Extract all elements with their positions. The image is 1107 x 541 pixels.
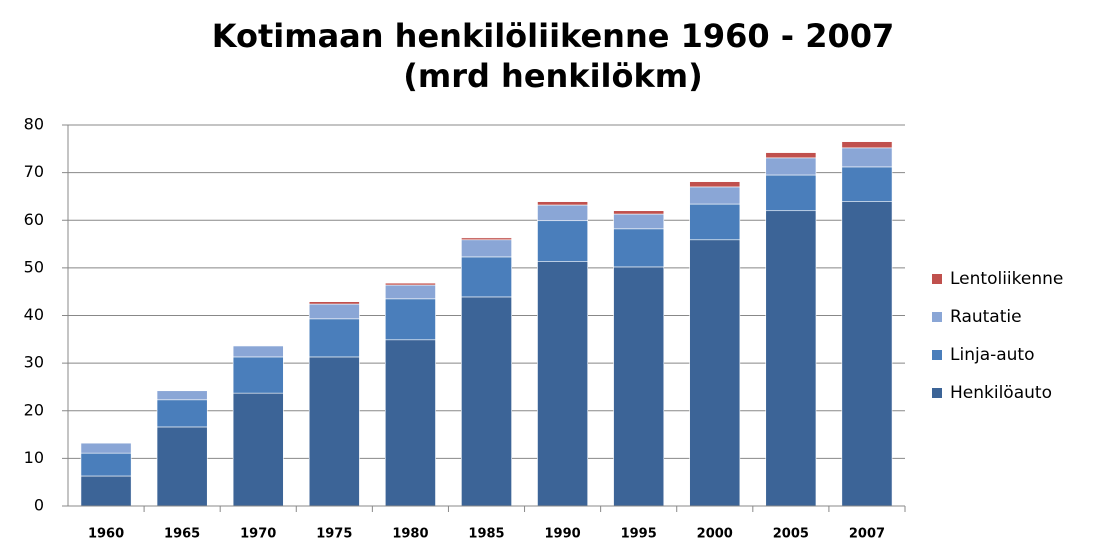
bar-segment: [308, 318, 360, 358]
bar-segment: [765, 174, 817, 212]
x-tick-label: 2007: [849, 527, 885, 541]
x-tick-label: 1970: [240, 527, 276, 541]
legend-swatch: [932, 350, 942, 360]
y-tick-label: 70: [24, 162, 44, 181]
bar-segment: [80, 452, 132, 477]
x-tick-label: 1995: [621, 527, 657, 541]
bar-segment: [689, 203, 741, 241]
y-tick-label: 80: [24, 115, 44, 134]
legend-swatch: [932, 388, 942, 398]
bar-segment: [156, 399, 208, 428]
x-tick-label: 1990: [544, 527, 580, 541]
legend-label: Henkilöauto: [950, 383, 1052, 403]
x-tick-label: 2000: [697, 527, 733, 541]
bar-segment: [461, 296, 512, 507]
bar-segment: [461, 256, 512, 298]
bar-segment: [232, 392, 284, 507]
bar-segment: [613, 266, 665, 507]
bar-segment: [765, 152, 817, 159]
x-tick-label: 1965: [164, 527, 200, 541]
legend-label: Rautatie: [950, 307, 1022, 327]
bar-segment: [308, 301, 360, 305]
bar-segment: [537, 220, 589, 262]
bar-segment: [689, 239, 741, 507]
bar-segment: [689, 181, 741, 188]
bar-segment: [537, 261, 589, 507]
x-tick-label: 1975: [316, 527, 352, 541]
bar-segment: [841, 147, 893, 168]
bar-segment: [232, 356, 284, 394]
bar-segment: [765, 157, 817, 176]
y-tick-label: 40: [24, 305, 44, 324]
bar-segment: [156, 426, 208, 507]
bar-segment: [461, 237, 512, 241]
legend-label: Linja-auto: [950, 345, 1035, 365]
bar-segment: [613, 213, 665, 230]
bar-segment: [841, 141, 893, 149]
bar-segment: [384, 339, 436, 507]
x-tick-label: 1980: [392, 527, 428, 541]
bar-segment: [308, 303, 360, 320]
bar-segment: [841, 166, 893, 202]
bar-segment: [537, 201, 589, 206]
bar-segment: [537, 204, 589, 222]
bar-segment: [461, 239, 512, 258]
bar-segment: [765, 210, 817, 507]
bar-segment: [384, 284, 436, 300]
bar-segment: [384, 298, 436, 341]
bar-segment: [689, 186, 741, 205]
bar-segment: [841, 201, 893, 507]
x-tick-label: 1960: [88, 527, 124, 541]
bar-segment: [232, 345, 284, 358]
legend-swatch: [932, 274, 942, 284]
y-tick-label: 60: [24, 210, 44, 229]
legend-swatch: [932, 312, 942, 322]
chart-title: Kotimaan henkilöliikenne 1960 - 2007: [212, 17, 895, 55]
bar-segment: [613, 228, 665, 268]
y-tick-label: 20: [24, 400, 44, 419]
bar-segment: [308, 356, 360, 507]
y-tick-label: 10: [24, 448, 44, 467]
x-tick-label: 1985: [468, 527, 504, 541]
chart-subtitle: (mrd henkilökm): [403, 57, 703, 95]
bar-segment: [384, 282, 436, 286]
bar-segment: [80, 475, 132, 507]
y-tick-label: 50: [24, 257, 44, 276]
bar-segment: [156, 390, 208, 401]
y-tick-label: 0: [34, 496, 44, 515]
bar-segment: [613, 210, 665, 215]
bar-segment: [80, 442, 132, 454]
x-tick-label: 2005: [773, 527, 809, 541]
legend-label: Lentoliikenne: [950, 269, 1063, 289]
y-tick-label: 30: [24, 353, 44, 372]
